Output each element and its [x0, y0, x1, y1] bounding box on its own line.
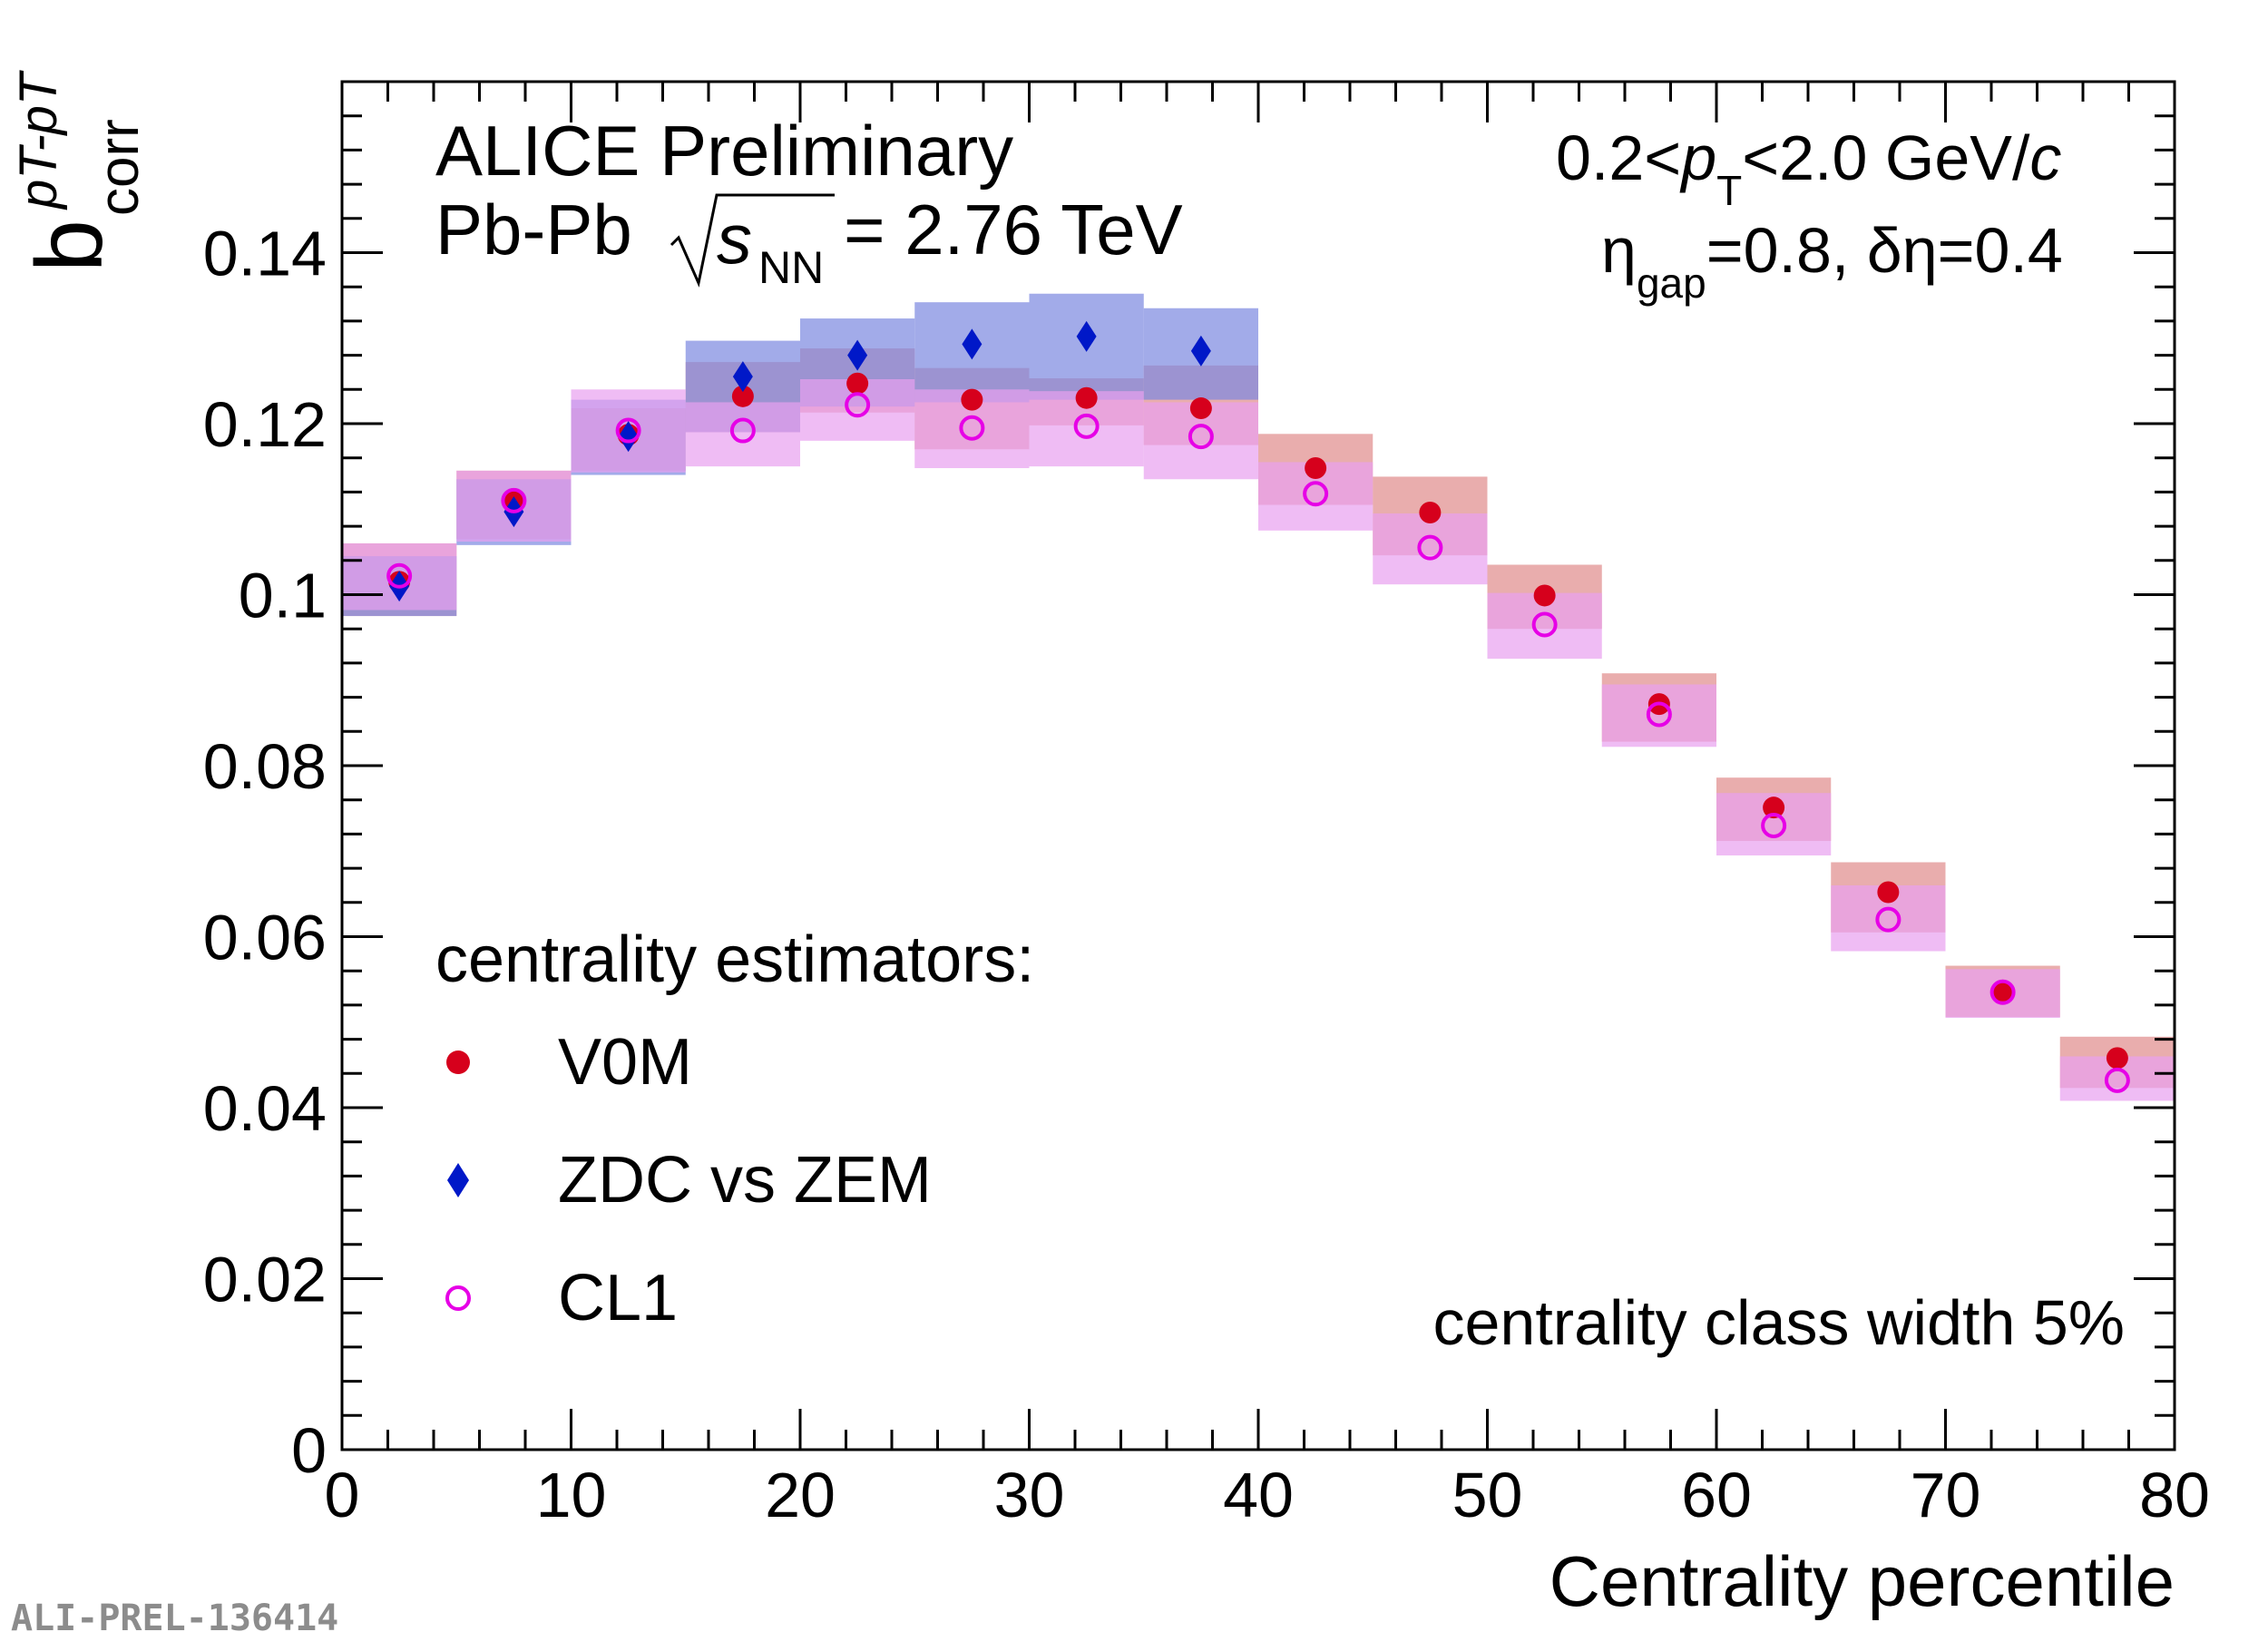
- watermark: ALI-PREL-136414: [11, 1598, 338, 1632]
- point-v0m: [1075, 386, 1098, 409]
- point-cl1: [1646, 701, 1672, 728]
- y-axis-label: b corr pT-pT: [9, 70, 151, 272]
- title-line-1: ALICE Preliminary: [435, 111, 1013, 191]
- point-v0m: [1419, 502, 1442, 524]
- x-tick-label: 30: [994, 1460, 1065, 1530]
- y-tick-label: 0.04: [203, 1073, 327, 1144]
- legend-marker-v0m: [446, 1051, 470, 1074]
- point-v0m: [1877, 881, 1900, 904]
- point-cl1: [1989, 979, 2016, 1005]
- legend-marker-zdc: [447, 1163, 469, 1197]
- point-cl1: [1531, 611, 1558, 638]
- data-points: [386, 320, 2130, 1093]
- point-cl1: [959, 415, 985, 441]
- point-v0m: [1189, 397, 1212, 420]
- point-cl1: [1303, 481, 1329, 507]
- legend-label-v0m: V0M: [558, 1026, 692, 1099]
- x-tick-label: 70: [1911, 1460, 1981, 1530]
- plot-frame: [340, 80, 2176, 1451]
- point-v0m: [731, 385, 754, 407]
- y-tick-label: 0.14: [203, 219, 327, 289]
- sqrt-sign: [670, 193, 835, 288]
- point-zdc-vs-zem: [1076, 320, 1097, 352]
- tick-labels: 0 10 20 30 40 50 60 70 80 0 0.02 0.04 0.06 0.08 0.1 0.1…: [203, 219, 2210, 1531]
- sqrt-s-symbol: s: [717, 199, 752, 279]
- point-cl1: [1073, 413, 1100, 439]
- point-v0m: [846, 372, 869, 395]
- point-v0m: [961, 388, 983, 411]
- axis-ticks: [340, 80, 2176, 1451]
- point-cl1: [1188, 424, 1214, 450]
- legend-label-zdc: ZDC vs ZEM: [558, 1144, 932, 1217]
- legend: centrality estimators: V0M ZDC vs ZEM CL…: [435, 923, 1034, 1334]
- eta-gap-annotation: ηgap=0.8, δη=0.4: [1601, 215, 2063, 307]
- y-tick-label: 0: [291, 1415, 327, 1486]
- point-cl1: [615, 417, 641, 444]
- legend-marker-cl1: [445, 1285, 471, 1311]
- y-tick-label: 0.12: [203, 389, 327, 460]
- x-tick-label: 20: [765, 1460, 836, 1530]
- point-v0m: [1533, 584, 1556, 607]
- point-zdc-vs-zem: [962, 328, 982, 360]
- point-zdc-vs-zem: [732, 361, 753, 393]
- x-tick-label: 10: [536, 1460, 607, 1530]
- y-tick-label: 0.1: [239, 561, 327, 631]
- x-tick-label: 40: [1223, 1460, 1294, 1530]
- x-tick-label: 60: [1681, 1460, 1752, 1530]
- point-cl1: [1417, 534, 1443, 561]
- point-v0m: [2106, 1047, 2128, 1070]
- point-zdc-vs-zem: [618, 421, 639, 453]
- legend-title: centrality estimators:: [435, 923, 1034, 996]
- point-zdc-vs-zem: [1190, 335, 1211, 366]
- point-cl1: [501, 487, 527, 513]
- sys-box-cl1: [1373, 513, 1488, 585]
- pt-range: 0.2<pT<2.0 GeV/c: [1556, 122, 2061, 214]
- class-width-annotation: centrality class width 5%: [1432, 1287, 2125, 1358]
- point-v0m: [1763, 796, 1785, 819]
- y-tick-label: 0.06: [203, 903, 327, 973]
- x-axis-label: Centrality percentile: [1549, 1541, 2175, 1621]
- y-tick-label: 0.02: [203, 1245, 327, 1315]
- point-v0m: [1991, 979, 2014, 1002]
- y-tick-label: 0.08: [203, 731, 327, 802]
- point-cl1: [2104, 1067, 2130, 1093]
- x-tick-label: 50: [1452, 1460, 1523, 1530]
- point-v0m: [1305, 457, 1327, 480]
- legend-label-cl1: CL1: [558, 1262, 678, 1334]
- y-label-sup: pT-pT: [9, 70, 68, 210]
- point-cl1: [1875, 906, 1901, 933]
- point-cl1: [386, 562, 413, 589]
- sys-box-cl1: [685, 402, 800, 467]
- title-line-3: = 2.76 TeV: [844, 190, 1183, 269]
- title-line-2: Pb-Pb: [435, 190, 632, 269]
- point-cl1: [729, 417, 756, 444]
- y-label-sub: corr: [88, 119, 151, 216]
- y-label-main: b: [17, 220, 122, 272]
- x-tick-label: 0: [325, 1460, 360, 1530]
- point-zdc-vs-zem: [847, 339, 868, 371]
- point-cl1: [845, 392, 871, 418]
- x-tick-label: 80: [2139, 1460, 2210, 1530]
- point-cl1: [1761, 812, 1787, 838]
- sqrt-s-subscript: NN: [758, 242, 824, 293]
